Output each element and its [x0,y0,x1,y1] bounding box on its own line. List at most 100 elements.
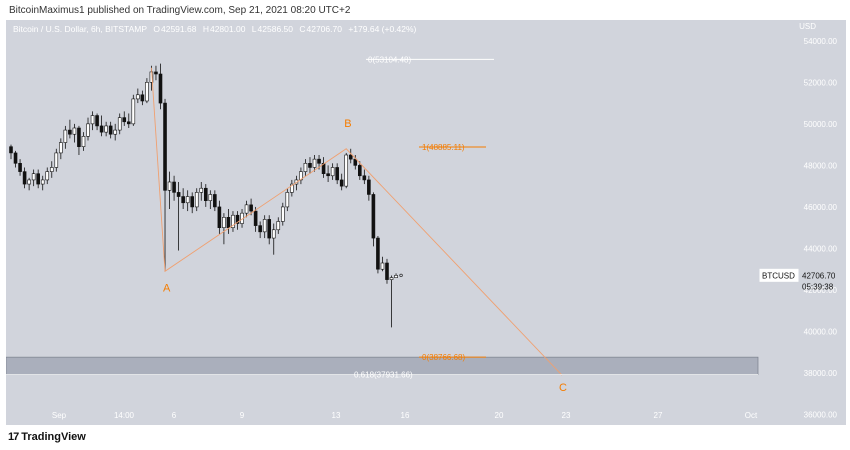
candle-up [40,179,45,185]
candle-up [262,219,267,233]
candle-down [385,262,389,280]
candle-up [312,158,317,168]
candle-up [136,94,140,100]
candle-up [185,196,190,204]
candle-up [117,117,122,131]
y-tick-label: 38000.00 [804,369,838,378]
candle-up [380,262,385,270]
wave-line [150,67,563,376]
candle-down [326,173,330,177]
x-tick-label: 20 [495,411,504,420]
candle-up [63,129,68,143]
candle-up [222,217,226,228]
candle-down [158,73,163,104]
candle-down [353,158,358,166]
chart-area[interactable]: A B C 0(53104.48) 1(48885.11) 0(38766.68) 0.61… [6,20,846,425]
price-tag-symbol-box [759,268,799,282]
legend-open-value: 42591.68 [161,24,197,34]
candle-up [231,214,235,228]
candle-up [59,142,63,154]
x-tick-label: 27 [654,411,663,420]
candle-down [217,206,222,228]
x-tick-label: 6 [172,411,177,420]
candle-down [163,102,167,191]
candle-down [122,117,127,123]
y-tick-label: 40000.00 [804,328,838,337]
chart-legend: Bitcoin / U.S. Dollar, 6h, BITSTAMP O425… [13,24,420,34]
wave-label-a: A [163,282,171,294]
y-tick-label: 54000.00 [804,37,838,46]
candle-down [213,194,217,208]
candle-up [145,82,149,102]
price-chart[interactable]: A B C 0(53104.48) 1(48885.11) 0(38766.68) 0.61… [6,20,846,425]
footer: 17 TradingView [0,425,850,450]
candle-up [285,192,290,208]
candle-up [389,277,394,280]
fib-label: 0.618(37931.66) [354,370,413,379]
candle-up [49,167,54,172]
candle-down [176,192,181,197]
y-tick-label: 48000.00 [804,161,838,170]
candle-up [194,192,199,208]
candle-up [394,275,398,279]
candle-down [22,171,27,185]
fib-label: 0(38766.68) [422,353,465,362]
candle-down [18,163,22,172]
candle-up [31,173,36,181]
y-tick-label: 36000.00 [804,411,838,420]
candle-up [208,194,213,201]
candle-down [321,163,326,174]
wave-label-c: C [559,382,567,394]
candle-up [303,163,308,172]
candle-down [358,165,362,177]
price-tag-symbol: BTCUSD [762,271,795,280]
candle-down [267,219,272,239]
legend-low-label: L [251,24,257,34]
candle-down [258,225,262,233]
candle-down [190,196,194,208]
candle-up [86,123,90,137]
legend-high-label: H [202,24,209,34]
legend-open-label: O [153,24,160,34]
x-tick-label: 23 [562,411,571,420]
candle-down [203,187,208,201]
legend-high-value: 42801.00 [209,24,246,34]
legend-close-label: C [299,24,306,34]
candle-down [249,204,253,212]
legend-close-value: 42706.70 [306,24,342,34]
candle-up [72,127,77,135]
tradingview-brand-text: TradingView [21,431,86,443]
candle-down [335,167,339,181]
candle-up [45,171,50,181]
candle-down [140,94,145,102]
candle-down [362,175,367,181]
price-tag-price: 42706.70 [802,271,836,280]
candle-down [154,71,158,75]
candle-down [36,173,40,185]
candle-up [199,187,204,193]
candle-up [344,154,349,187]
candle-down [126,121,131,125]
candle-down [181,196,185,204]
candle-up [113,129,117,135]
x-tick-label: Sep [52,411,67,420]
y-tick-label: 42000.00 [804,286,838,295]
y-axis-unit: USD [799,22,816,31]
candle-up [244,204,249,214]
x-tick-label: 13 [332,411,341,420]
candle-down [77,127,81,147]
last-price-marker [399,273,403,277]
candle-down [172,181,176,193]
candle-down [9,146,13,154]
candle-up [81,136,86,147]
y-tick-label: 50000.00 [804,120,838,129]
tradingview-mark-icon: 17 [8,431,19,443]
x-tick-label: 16 [401,411,410,420]
tradingview-logo[interactable]: 17 TradingView [8,431,86,443]
candle-up [104,125,108,133]
y-tick-label: 46000.00 [804,203,838,212]
legend-symbol: Bitcoin / U.S. Dollar, 6h, BITSTAMP [13,24,147,34]
candle-up [131,98,136,125]
candle-up [90,115,95,125]
y-tick-label: 52000.00 [804,78,838,87]
